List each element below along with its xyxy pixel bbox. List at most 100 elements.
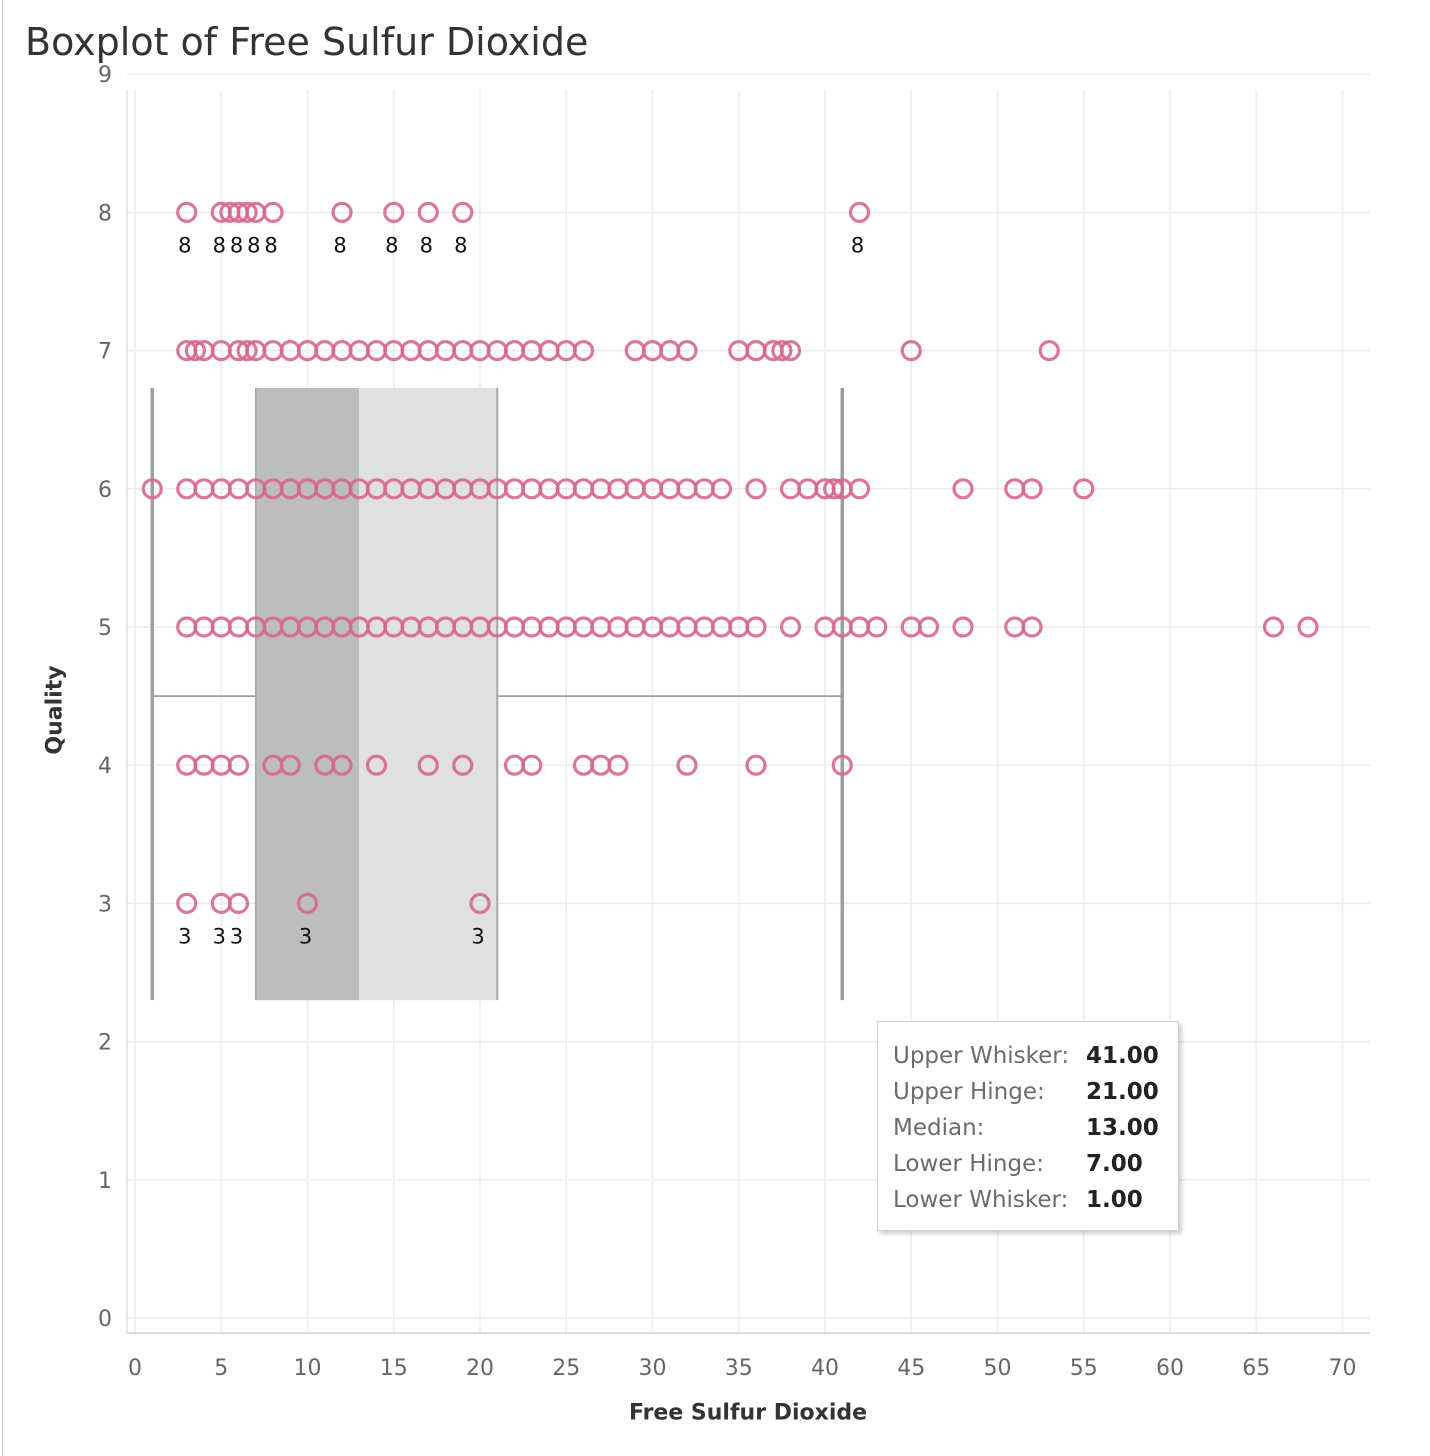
data-point[interactable]: [141, 478, 163, 500]
data-point[interactable]: [227, 754, 250, 776]
tooltip-value: 1.00: [1086, 1187, 1143, 1213]
data-point[interactable]: [917, 616, 940, 638]
data-point[interactable]: [1262, 616, 1285, 638]
tooltip-row-lower-whisker: Lower Whisker: 1.00: [893, 1182, 1178, 1218]
data-point[interactable]: [296, 892, 319, 915]
tooltip-value: 21.00: [1086, 1079, 1159, 1105]
box-lower-half[interactable]: [255, 387, 360, 1001]
y-tick-label: 7: [98, 340, 112, 365]
x-tick-label: 20: [466, 1356, 494, 1381]
y-tick-label: 8: [98, 201, 112, 226]
data-point[interactable]: [452, 754, 474, 776]
data-point[interactable]: [952, 478, 974, 500]
point-label: 3: [471, 924, 484, 948]
data-point[interactable]: [417, 201, 439, 223]
data-point[interactable]: [676, 754, 698, 776]
data-point[interactable]: [831, 754, 853, 776]
tooltip-value: 13.00: [1086, 1115, 1159, 1141]
data-point[interactable]: [866, 616, 888, 638]
point-label: 8: [264, 233, 277, 257]
y-tick-label: 5: [98, 616, 112, 641]
data-point[interactable]: [521, 754, 543, 776]
data-point[interactable]: [1297, 616, 1319, 638]
data-point[interactable]: [1021, 478, 1043, 500]
x-tick-label: 25: [552, 1356, 580, 1381]
x-tick-label: 40: [811, 1356, 839, 1381]
data-point[interactable]: [417, 754, 439, 776]
data-point[interactable]: [771, 340, 793, 362]
x-tick-label: 15: [380, 1356, 408, 1381]
data-point[interactable]: [176, 201, 198, 223]
data-point[interactable]: [779, 616, 802, 638]
data-point[interactable]: [572, 340, 595, 362]
data-point[interactable]: [331, 754, 353, 776]
point-label: 8: [178, 233, 191, 257]
point-label: 3: [299, 924, 312, 948]
data-point[interactable]: [365, 754, 388, 776]
y-tick-label: 9: [98, 63, 112, 88]
tooltip-row-median: Median: 13.00: [893, 1110, 1178, 1146]
data-point[interactable]: [745, 616, 767, 638]
boxplot-tooltip: Upper Whisker: 41.00 Upper Hinge: 21.00 Me…: [877, 1021, 1179, 1231]
x-tick-label: 70: [1329, 1356, 1357, 1381]
point-label: 8: [230, 233, 243, 257]
data-point[interactable]: [176, 892, 198, 915]
point-label: 8: [851, 233, 864, 257]
data-point[interactable]: [745, 754, 767, 776]
x-tick-label: 60: [1156, 1356, 1184, 1381]
tooltip-label: Median:: [893, 1115, 985, 1141]
data-point[interactable]: [848, 478, 871, 500]
data-point[interactable]: [236, 201, 258, 223]
point-label: 8: [213, 233, 226, 257]
point-label: 8: [420, 233, 433, 257]
data-point[interactable]: [236, 340, 258, 362]
data-point[interactable]: [262, 201, 284, 223]
data-point[interactable]: [331, 201, 353, 223]
y-tick-label: 3: [98, 892, 112, 917]
box-plot[interactable]: [150, 387, 844, 1001]
data-point[interactable]: [848, 201, 871, 223]
data-point[interactable]: [676, 340, 698, 362]
x-axis-title: Free Sulfur Dioxide: [628, 1400, 868, 1426]
y-tick-label: 1: [98, 1169, 112, 1194]
tooltip-label: Lower Whisker:: [893, 1187, 1069, 1213]
x-tick-label: 35: [725, 1356, 753, 1381]
data-points[interactable]: [141, 201, 1319, 915]
y-axis-title: Quality: [42, 665, 68, 755]
data-point[interactable]: [469, 892, 491, 915]
x-tick-label: 0: [128, 1356, 142, 1381]
data-point[interactable]: [900, 340, 922, 362]
data-point[interactable]: [1073, 478, 1095, 500]
data-point[interactable]: [383, 201, 405, 223]
point-label: 3: [230, 924, 243, 948]
data-point[interactable]: [279, 754, 301, 776]
tooltip-label: Lower Hinge:: [893, 1151, 1044, 1177]
x-tick-label: 30: [639, 1356, 667, 1381]
tooltip-label: Upper Hinge:: [893, 1079, 1045, 1105]
data-point[interactable]: [710, 478, 733, 500]
data-point[interactable]: [745, 478, 767, 500]
data-point[interactable]: [952, 616, 974, 638]
x-tick-label: 5: [214, 1356, 228, 1381]
x-tick-label: 45: [897, 1356, 925, 1381]
data-point[interactable]: [184, 340, 206, 362]
tooltip-value: 41.00: [1086, 1043, 1159, 1069]
point-label: 3: [178, 924, 191, 948]
x-tick-label: 65: [1242, 1356, 1270, 1381]
data-point[interactable]: [452, 201, 474, 223]
data-point[interactable]: [227, 892, 250, 915]
data-point[interactable]: [779, 340, 802, 362]
y-tick-label: 0: [98, 1307, 112, 1332]
data-point[interactable]: [607, 754, 629, 776]
tooltip-row-lower-hinge: Lower Hinge: 7.00: [893, 1146, 1178, 1182]
point-label: 8: [333, 233, 346, 257]
x-tick-label: 10: [294, 1356, 322, 1381]
tooltip-label: Upper Whisker:: [893, 1043, 1070, 1069]
tooltip-value: 7.00: [1086, 1151, 1143, 1177]
data-point[interactable]: [1021, 616, 1043, 638]
data-point[interactable]: [1038, 340, 1060, 362]
point-labels: 8 8 8 8 8 8 8 8 8 83 3 3 3 3: [178, 233, 864, 948]
chart-title: Boxplot of Free Sulfur Dioxide: [25, 20, 589, 64]
data-point[interactable]: [823, 478, 845, 500]
